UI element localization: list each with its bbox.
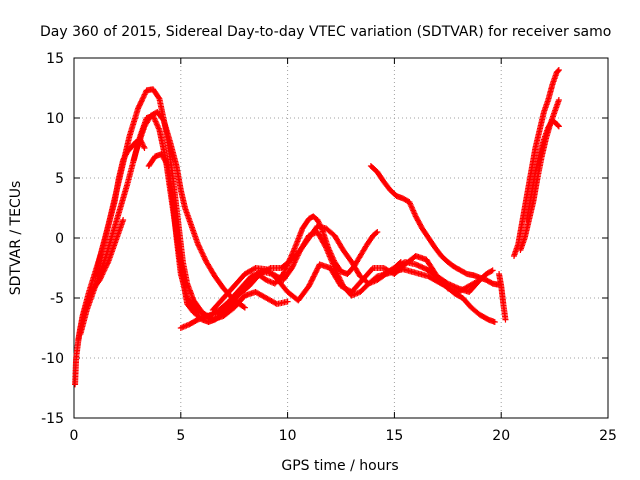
plus-markers xyxy=(75,86,291,343)
plus-markers xyxy=(92,136,148,280)
chart-title: Day 360 of 2015, Sidereal Day-to-day VTE… xyxy=(40,24,611,40)
plus-markers xyxy=(523,117,562,223)
y-tick-label: -15 xyxy=(41,411,64,427)
axis-ticks: 0 5 10 15 20 25 -15 -10 -5 0 5 10 15 xyxy=(41,51,617,444)
series-arc-12 xyxy=(511,67,562,259)
y-tick-label: 15 xyxy=(46,51,64,67)
plus-markers xyxy=(511,67,562,259)
x-tick-label: 15 xyxy=(385,428,403,444)
series-arc-6 xyxy=(145,151,404,319)
x-tick-label: 20 xyxy=(492,428,510,444)
x-tick-label: 10 xyxy=(279,428,297,444)
series-arc-10 xyxy=(380,259,496,295)
y-tick-label: -10 xyxy=(41,351,64,367)
plus-markers xyxy=(496,271,509,323)
plus-markers xyxy=(72,217,127,388)
series-arc-4 xyxy=(92,136,148,280)
y-tick-label: 5 xyxy=(55,171,64,187)
x-axis-label: GPS time / hours xyxy=(281,458,398,474)
x-tick-label: 5 xyxy=(176,428,185,444)
y-axis-label: SDTVAR / TECUs xyxy=(8,181,24,296)
data-points xyxy=(72,67,562,388)
y-tick-label: 0 xyxy=(55,231,64,247)
plus-markers xyxy=(145,151,404,319)
plus-markers xyxy=(209,253,483,313)
plus-markers xyxy=(380,259,496,295)
series-arc-14 xyxy=(523,117,562,223)
series-arc-11 xyxy=(496,271,509,323)
x-tick-label: 0 xyxy=(70,428,79,444)
y-tick-label: 10 xyxy=(46,111,64,127)
grid-lines xyxy=(74,58,608,418)
series-arc-1 xyxy=(72,217,127,388)
series-arc-2 xyxy=(75,86,291,343)
y-tick-label: -5 xyxy=(50,291,64,307)
x-tick-label: 25 xyxy=(599,428,617,444)
series-arc-8 xyxy=(209,253,483,313)
